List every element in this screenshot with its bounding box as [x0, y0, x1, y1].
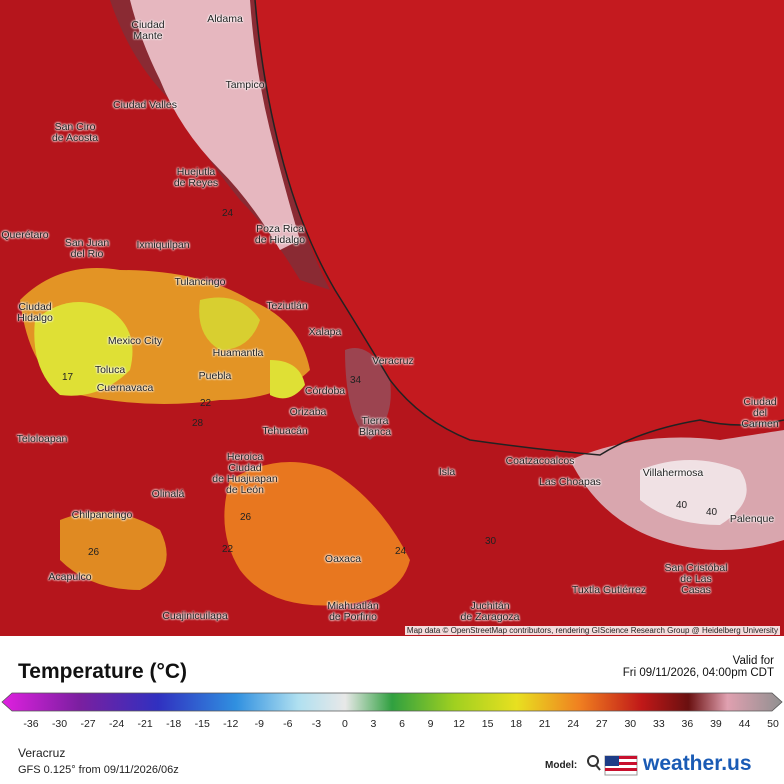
- scale-tick-label: -21: [137, 718, 153, 730]
- scale-tick-label: 6: [399, 718, 405, 730]
- map: Map data © OpenStreetMap contributors, r…: [0, 0, 784, 636]
- valid-label: Valid for: [732, 655, 774, 667]
- scale-tick-label: 50: [767, 718, 779, 730]
- scale-tick-label: -9: [254, 718, 264, 730]
- valid-time: Fri 09/11/2026, 04:00pm CDT: [622, 667, 774, 679]
- scale-tick-label: -6: [283, 718, 293, 730]
- scale-tick-label: 24: [567, 718, 580, 730]
- city-label: Orizaba: [289, 406, 327, 418]
- contour-label: 26: [88, 547, 100, 558]
- city-label: Puebla: [198, 370, 232, 382]
- scale-tick-label: 27: [595, 718, 608, 730]
- contour-label: 17: [62, 372, 74, 383]
- city-label: Xalapa: [308, 326, 342, 338]
- city-label: Villahermosa: [642, 467, 704, 479]
- scale-tick-label: 3: [370, 718, 377, 730]
- city-label: Poza Rica de Hidalgo: [254, 223, 306, 246]
- contour-label: 24: [395, 546, 407, 557]
- contour-label: 22: [222, 544, 234, 555]
- city-label: Veracruz: [372, 355, 414, 367]
- brand[interactable]: weather.us: [643, 752, 752, 775]
- scale-tick-label: -3: [311, 718, 322, 730]
- scale-tick-label: -15: [194, 718, 210, 730]
- city-label: Ciudad Hidalgo: [17, 301, 53, 324]
- contour-label: 40: [706, 507, 718, 518]
- city-label: Mexico City: [107, 335, 163, 347]
- color-scale: [1, 692, 783, 712]
- scale-tick-label: -12: [223, 718, 239, 730]
- model-label: Model:: [545, 760, 578, 771]
- city-label: Tulancingo: [174, 276, 226, 288]
- scale-tick-label: 21: [538, 718, 551, 730]
- map-attribution: Map data © OpenStreetMap contributors, r…: [404, 626, 780, 635]
- scale-tick-label: 36: [681, 718, 694, 730]
- contour-label: 28: [192, 418, 204, 429]
- city-label: Querétaro: [1, 229, 49, 241]
- scale-tick-label: 44: [738, 718, 751, 730]
- city-label: Ciudad Mante: [131, 19, 165, 42]
- city-label: Aldama: [207, 13, 243, 25]
- scale-tick-label: 39: [710, 718, 722, 730]
- contour-label: 30: [485, 536, 497, 547]
- scale-tick-label: -36: [23, 718, 39, 730]
- city-label: Ixmiquilpan: [136, 239, 190, 251]
- region: Veracruz: [18, 746, 66, 760]
- city-label: Huamantla: [212, 347, 264, 359]
- map-background: [0, 0, 784, 636]
- legend-title: Temperature (°C): [18, 660, 188, 683]
- scale-tick-label: 15: [481, 718, 494, 730]
- scale-tick-label: 0: [342, 718, 348, 730]
- city-label: Córdoba: [304, 385, 346, 397]
- scale-tick-label: 18: [510, 718, 522, 730]
- contour-label: 40: [676, 500, 688, 511]
- scale-tick-label: 30: [624, 718, 637, 730]
- scale-tick-label: 9: [427, 718, 434, 730]
- city-label: Las Choapas: [539, 476, 601, 488]
- city-label: Teziutlán: [266, 300, 308, 312]
- logo-icons: [587, 755, 638, 776]
- city-label: Oaxaca: [324, 553, 362, 565]
- contour-label: 24: [222, 208, 234, 219]
- city-label: Teloloapan: [16, 433, 68, 445]
- city-label: Ciudad Valles: [112, 99, 178, 111]
- model-run: GFS 0.125° from 09/11/2026/06z: [18, 764, 179, 776]
- city-label: San Juan del Rio: [64, 237, 110, 260]
- city-label: Coatzacoalcos: [505, 455, 575, 467]
- city-label: Chilpancingo: [71, 509, 133, 521]
- city-label: Acapulco: [48, 571, 92, 583]
- valid-block: Valid for Fri 09/11/2026, 04:00pm CDT: [623, 655, 774, 679]
- city-label: Tuxtla Gutiérrez: [571, 584, 647, 596]
- city-label: Huejutla de Reyes: [173, 166, 219, 189]
- city-label: Tierra Blanca: [358, 415, 392, 438]
- scale-tick-label: -30: [51, 718, 68, 730]
- contour-label: 34: [350, 375, 362, 386]
- scale-tick-label: -24: [109, 718, 125, 730]
- city-label: Ciudad del Carmen: [741, 396, 779, 430]
- city-label: Tampico: [225, 79, 265, 91]
- city-label: Tehuacán: [262, 425, 308, 437]
- city-label: San Cristóbal de Las Casas: [664, 562, 728, 596]
- scale-tick-label: 12: [453, 718, 465, 730]
- city-label: Juchitán de Zaragoza: [460, 600, 520, 623]
- city-label: Palenque: [729, 513, 775, 525]
- city-label: Miahuatlán de Porfirio: [327, 600, 379, 623]
- contour-label: 22: [200, 398, 212, 409]
- city-label: Isla: [438, 466, 456, 478]
- scale-tick-label: 33: [653, 718, 665, 730]
- city-label: Cuernavaca: [96, 382, 154, 394]
- scale-tick-label: -27: [80, 718, 96, 730]
- scale-tick-label: -18: [166, 718, 182, 730]
- city-label: Cuajinicuilapa: [162, 610, 228, 622]
- contour-label: 26: [240, 512, 252, 523]
- city-label: Heroica Ciudad de Huajuapan de León: [212, 451, 278, 496]
- city-label: San Ciro de Acosta: [51, 121, 99, 144]
- city-label: Toluca: [94, 364, 126, 376]
- city-label: Olinalá: [151, 488, 185, 500]
